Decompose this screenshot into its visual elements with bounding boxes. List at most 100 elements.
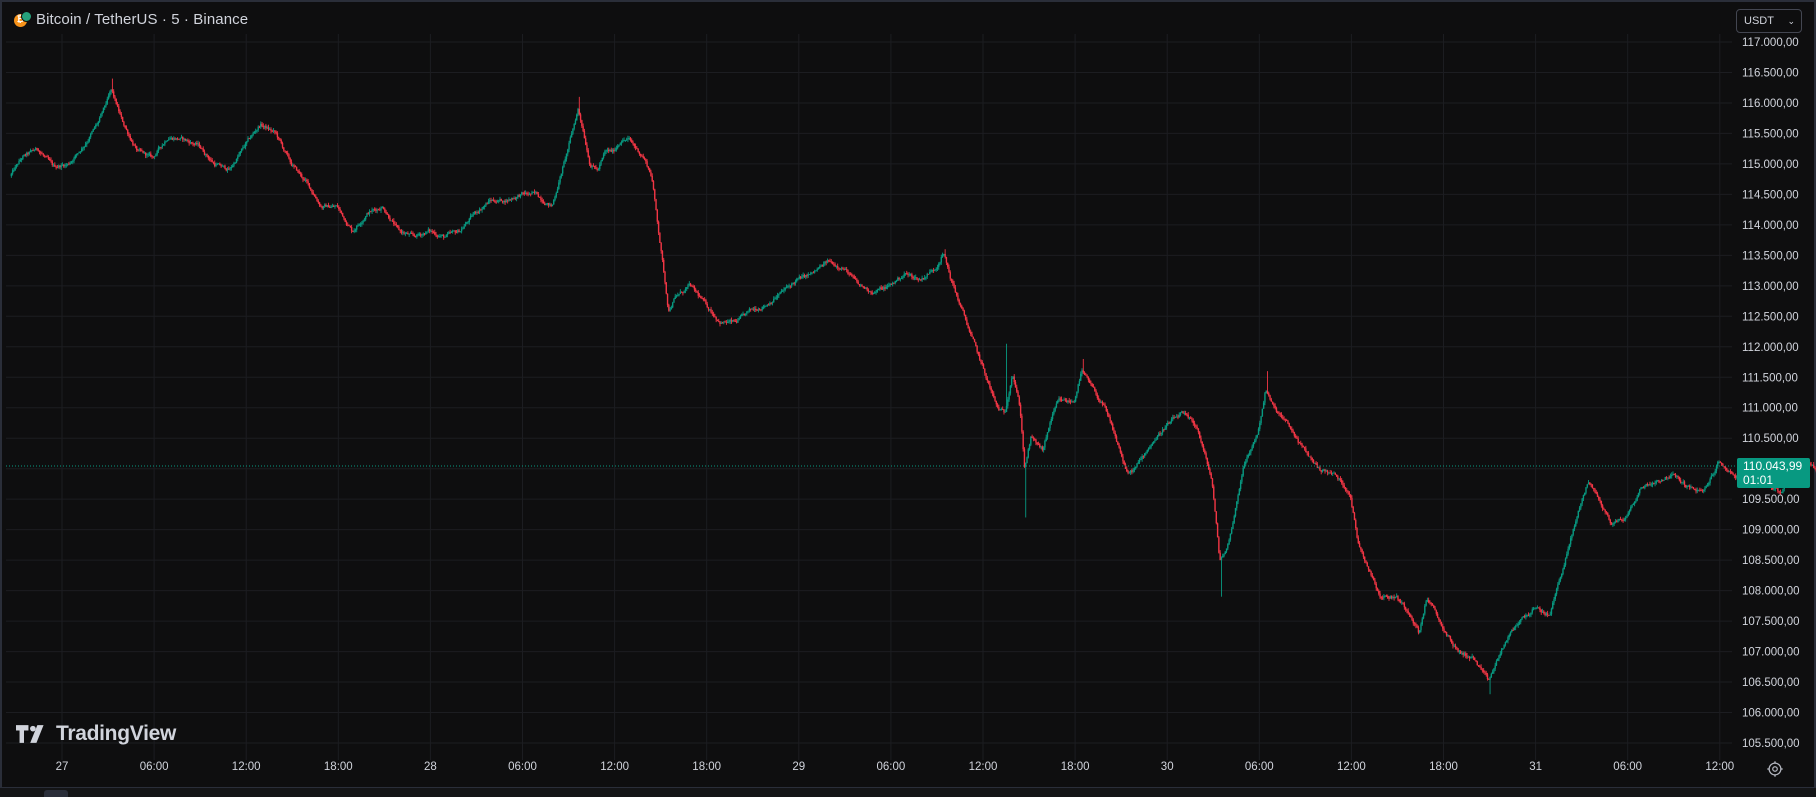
- candle-body: [1378, 591, 1379, 594]
- candle-body: [1291, 429, 1292, 430]
- candle-body: [1088, 377, 1089, 380]
- tradingview-logo[interactable]: TradingView: [16, 722, 176, 746]
- candle-body: [597, 169, 598, 170]
- candle-body: [1423, 614, 1424, 619]
- candle-body: [1239, 489, 1240, 495]
- currency-selector[interactable]: USDT ⌄: [1736, 9, 1802, 33]
- candle-body: [712, 312, 713, 313]
- candle-body: [1084, 372, 1085, 374]
- candle-body: [855, 278, 856, 279]
- candle-body: [309, 183, 310, 187]
- candle-body: [144, 153, 145, 154]
- candle-body: [1611, 523, 1612, 525]
- candle-body: [557, 189, 558, 193]
- candle-body: [146, 155, 147, 156]
- candle-body: [260, 124, 261, 127]
- candles: [11, 79, 1816, 695]
- x-tick-label: 30: [1161, 761, 1174, 773]
- candle-body: [1108, 414, 1109, 417]
- candle-body: [443, 235, 444, 237]
- candle-body: [1384, 596, 1385, 597]
- candle-body: [599, 165, 600, 169]
- candle-body: [1222, 556, 1223, 557]
- candle-body: [1232, 523, 1233, 529]
- y-tick-label: 106.000,00: [1742, 708, 1800, 720]
- candle-body: [137, 150, 138, 151]
- candle-body: [1411, 617, 1412, 620]
- candle-body: [822, 265, 823, 266]
- candle-body: [408, 234, 409, 235]
- candle-body: [530, 194, 531, 195]
- candle-body: [141, 150, 142, 151]
- symbol-legend[interactable]: ₿ Bitcoin / TetherUS · 5 · Binance: [14, 11, 248, 28]
- candle-body: [904, 274, 905, 276]
- candle-body: [249, 138, 250, 139]
- candle-body: [1671, 475, 1672, 476]
- candle-body: [290, 158, 291, 161]
- candle-body: [1521, 617, 1522, 619]
- candle-body: [1015, 382, 1016, 387]
- candle-body: [872, 292, 873, 293]
- candle-body: [1115, 433, 1116, 436]
- candle-body: [1139, 460, 1140, 462]
- x-tick-label: 06:00: [877, 761, 906, 773]
- candle-body: [1234, 516, 1235, 523]
- candle-body: [831, 262, 832, 263]
- candle-body: [1443, 629, 1444, 632]
- candle-body: [767, 305, 768, 306]
- candle-body: [1048, 428, 1049, 432]
- candle-body: [602, 158, 603, 161]
- candle-body: [1065, 400, 1066, 401]
- candle-body: [55, 167, 56, 168]
- candle-body: [414, 235, 415, 236]
- candle-body: [1555, 594, 1556, 599]
- candle-body: [1132, 470, 1133, 472]
- candle-body: [841, 268, 842, 269]
- candle-body: [941, 257, 942, 262]
- candle-body: [726, 322, 727, 323]
- candle-body: [1427, 600, 1428, 601]
- candle-body: [980, 360, 981, 362]
- candle-body: [319, 203, 320, 206]
- candle-body: [744, 314, 745, 315]
- candle-body: [992, 391, 993, 394]
- gear-icon[interactable]: [1766, 760, 1784, 778]
- candle-body: [430, 231, 431, 232]
- candle-body: [29, 152, 30, 154]
- candle-body: [1690, 487, 1691, 488]
- candle-body: [1077, 384, 1078, 391]
- y-tick-label: 108.000,00: [1742, 586, 1800, 598]
- candle-body: [974, 339, 975, 342]
- candle-body: [324, 205, 325, 207]
- candle-body: [334, 206, 335, 207]
- candle-body: [627, 138, 628, 139]
- candle-body: [448, 232, 449, 233]
- last-price-label: 110.043,99 01:01: [1737, 458, 1810, 488]
- candle-body: [1651, 485, 1652, 486]
- candle-body: [333, 206, 334, 207]
- candle-body: [848, 274, 849, 275]
- candle-body: [1211, 473, 1212, 478]
- candle-body: [1679, 477, 1680, 480]
- candle-body: [1368, 566, 1369, 569]
- candle-body: [493, 200, 494, 201]
- candle-body: [508, 199, 509, 201]
- candle-body: [325, 205, 326, 207]
- candle-body: [961, 306, 962, 308]
- candle-body: [1053, 411, 1054, 414]
- candle-body: [1529, 615, 1530, 616]
- candle-body: [428, 230, 429, 232]
- candle-body: [971, 334, 972, 337]
- candle-body: [655, 199, 656, 210]
- candle-body: [1621, 520, 1622, 521]
- candle-body: [634, 144, 635, 146]
- candle-body: [749, 309, 750, 311]
- price-axis[interactable]: 105.500,00106.000,00106.500,00107.000,00…: [1742, 37, 1800, 750]
- candle-body: [1359, 543, 1360, 547]
- candle-body: [1574, 526, 1575, 529]
- candle-body: [1396, 596, 1397, 597]
- candle-body: [1237, 495, 1238, 501]
- candle-body: [1633, 504, 1634, 505]
